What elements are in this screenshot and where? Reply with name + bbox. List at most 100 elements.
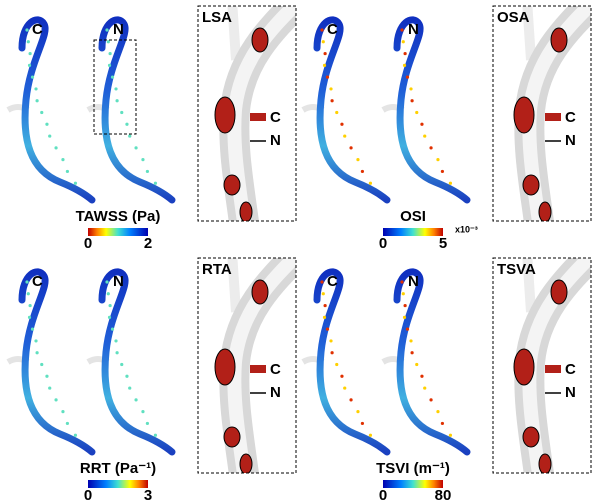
vessel (18, 16, 96, 204)
vessel-spot (420, 374, 424, 378)
lesion (239, 453, 253, 473)
vessel-spot (325, 75, 330, 79)
vessel-spot (402, 315, 407, 319)
vessel-spot (448, 433, 453, 437)
vessel-spot (128, 134, 132, 138)
inset-title: OSA (497, 9, 530, 26)
vessel-spot (34, 87, 38, 91)
vessel-spot (349, 398, 353, 402)
lesion (550, 27, 568, 53)
vessel-label: C (327, 21, 338, 38)
vessel-spot (330, 351, 334, 355)
vessel-spot (30, 327, 35, 331)
vessel-spot (330, 99, 334, 103)
lesion (538, 201, 552, 221)
vessel-spot (403, 51, 407, 56)
vessel-spot (436, 410, 440, 414)
vessel (98, 268, 176, 456)
lesion (522, 426, 540, 448)
lesion (223, 174, 241, 196)
vessel-label: N (408, 21, 419, 38)
vessel (393, 268, 471, 456)
vessel-spot (141, 410, 145, 414)
vessel-spot (321, 40, 325, 44)
vessel-spot (423, 134, 427, 138)
colorbar-max: 5 (439, 235, 447, 252)
vessel-spot (401, 292, 405, 296)
inset: OSA CN (492, 5, 592, 222)
vessel-spot (107, 63, 112, 67)
vessel-spot (153, 433, 158, 437)
vessel-spot (25, 280, 29, 284)
vessel-spot (73, 433, 78, 437)
vessel-spot (420, 122, 424, 126)
vessel-spot (360, 169, 365, 174)
vessel-spot (125, 122, 129, 126)
vessel-spot (134, 146, 138, 150)
vessel-spot (40, 110, 44, 115)
colorbar-title: RRT (Pa⁻¹) (80, 460, 156, 477)
vessel-spot (61, 410, 65, 414)
vessel-spot (145, 169, 150, 174)
lesion (251, 279, 269, 305)
vessel-spot (440, 169, 445, 174)
vessel-spot (65, 169, 70, 174)
lesion (214, 348, 236, 386)
lesion (513, 348, 535, 386)
legend-label: N (565, 384, 576, 401)
vessel-label: C (327, 273, 338, 290)
vessel-spot (410, 99, 414, 103)
vessel-spot (34, 339, 38, 343)
vessel-label: N (113, 273, 124, 290)
vessel-spot (322, 63, 327, 67)
vessel-spot (410, 351, 414, 355)
vessel-spot (141, 158, 145, 162)
zoom-box (93, 39, 137, 135)
artery-branch (522, 6, 536, 61)
inset: LSA CN (197, 5, 297, 222)
vessel-spot (115, 351, 119, 355)
vessel-spot (28, 51, 32, 56)
vessel-spot (325, 327, 330, 331)
vessel-spot (402, 63, 407, 67)
inset-content (214, 258, 296, 473)
vessel-spot (105, 28, 109, 32)
vessel-spot (368, 433, 373, 437)
colorbar-min: 0 (84, 235, 92, 252)
vessel-spot (323, 51, 327, 56)
vessel-spot (65, 421, 70, 426)
artery-branch (522, 258, 536, 313)
vessel-spot (320, 28, 324, 32)
inset-content (214, 6, 296, 221)
legend-swatch (250, 365, 266, 373)
vessel-spot (125, 374, 129, 378)
legend-label: C (565, 109, 576, 126)
vessel-spot (400, 28, 404, 32)
vessel (313, 16, 391, 204)
vessel-spot (400, 280, 404, 284)
vessel-spot (107, 315, 112, 319)
vessel-spot (335, 110, 339, 115)
vessel-spot (45, 374, 49, 378)
vessel-spot (106, 292, 110, 296)
colorbar-title: TSVI (m⁻¹) (376, 460, 450, 477)
vessel-spot (48, 134, 52, 138)
vessel-spot (108, 51, 112, 56)
legend-label: C (565, 361, 576, 378)
lesion (214, 96, 236, 134)
vessel-spot (110, 75, 115, 79)
vessel-spot (108, 303, 112, 308)
colorbar-unit: x10⁻³ (455, 224, 478, 234)
vessel-spot (415, 362, 419, 367)
inset-border (492, 257, 592, 474)
vessel-spot (340, 122, 344, 126)
vessel-spot (368, 181, 373, 185)
vessel (98, 16, 176, 204)
colorbar (383, 480, 443, 488)
vessel-spot (409, 87, 413, 91)
vessel-spot (30, 75, 35, 79)
vessel-spot (335, 362, 339, 367)
